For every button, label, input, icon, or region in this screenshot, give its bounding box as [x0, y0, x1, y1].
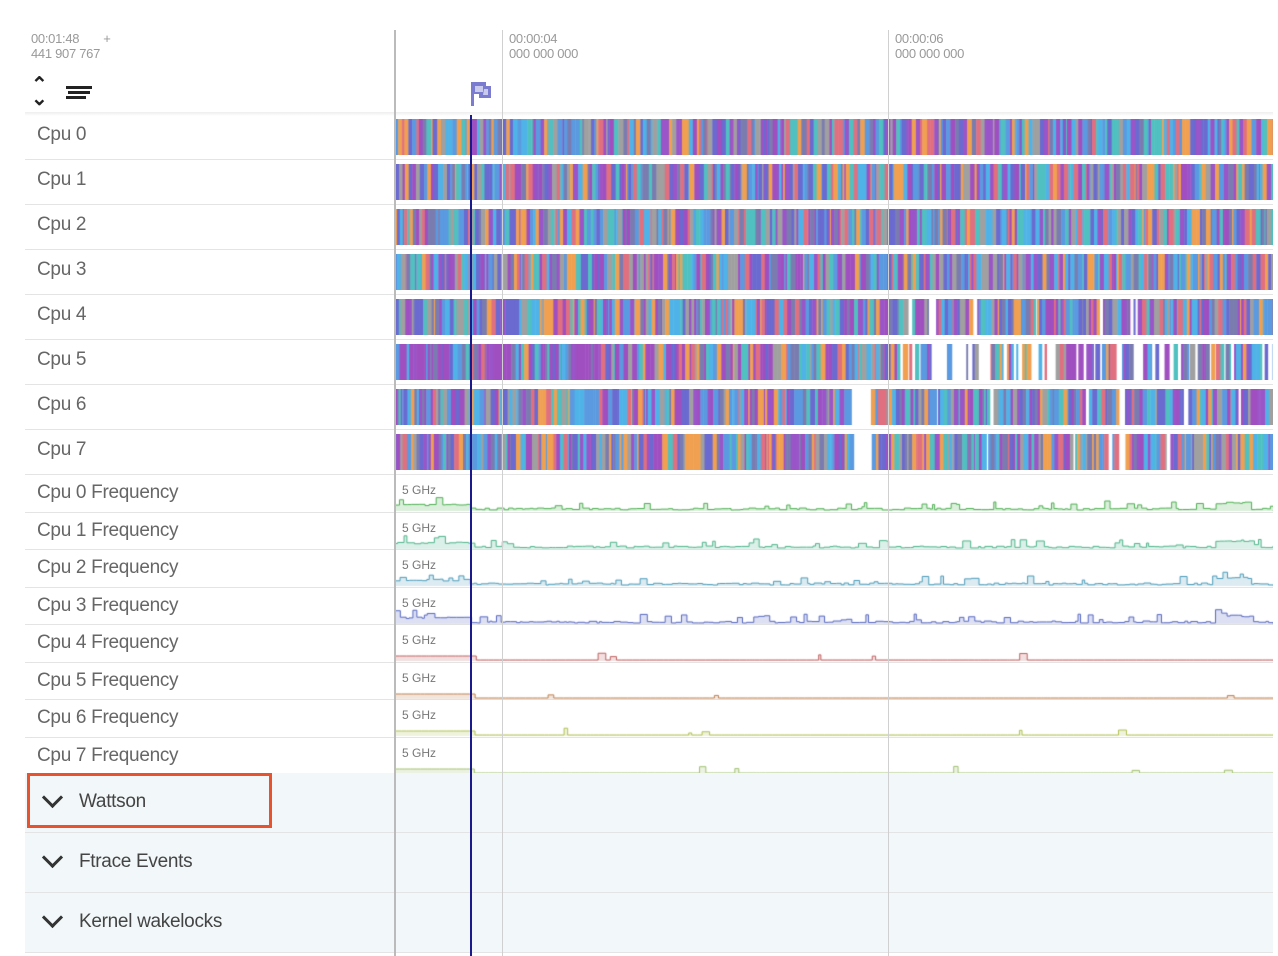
track-label: Cpu 0 Frequency — [37, 482, 179, 503]
cpu-frequency-track[interactable]: Cpu 4 Frequency5 GHz — [25, 625, 1273, 663]
unfold-icon[interactable]: ⌃ ⌄ — [31, 74, 48, 110]
track-label: Cpu 3 Frequency — [37, 594, 179, 616]
frequency-graph[interactable] — [395, 737, 1273, 775]
time-tick: 00:00:06 000 000 000 — [895, 31, 964, 61]
cpu-track[interactable]: Cpu 6 — [25, 385, 1273, 430]
cpu-track[interactable]: Cpu 4 — [25, 295, 1273, 340]
track-label: Cpu 1 Frequency — [37, 519, 179, 541]
cpu-track[interactable]: Cpu 0 — [25, 115, 1273, 160]
grid-line — [502, 30, 503, 956]
panel-divider[interactable] — [394, 30, 396, 956]
track-label: Cpu 0 — [37, 124, 87, 145]
cpu-frequency-track[interactable]: Cpu 6 Frequency5 GHz — [25, 700, 1273, 738]
cpu-track[interactable]: Cpu 2 — [25, 205, 1273, 250]
cpu-slices[interactable] — [395, 434, 1273, 470]
cpu-frequency-track[interactable]: Cpu 2 Frequency5 GHz — [25, 550, 1273, 588]
track-label: Cpu 2 Frequency — [37, 557, 179, 578]
cpu-track[interactable]: Cpu 7 — [25, 430, 1273, 475]
frequency-graph[interactable] — [395, 662, 1273, 700]
track-label: Cpu 6 — [37, 394, 87, 415]
cpu-frequency-track[interactable]: Cpu 0 Frequency5 GHz — [25, 475, 1273, 513]
frequency-graph[interactable] — [395, 625, 1273, 662]
highlight-box — [27, 773, 272, 828]
time-tick: 00:00:04 000 000 000 — [509, 31, 578, 61]
cpu-slices[interactable] — [395, 389, 1273, 425]
track-label: Cpu 7 Frequency — [37, 744, 179, 766]
frequency-graph[interactable] — [395, 475, 1273, 512]
track-label: Cpu 6 Frequency — [37, 707, 179, 728]
frequency-graph[interactable] — [395, 700, 1273, 737]
cpu-track[interactable]: Cpu 5 — [25, 340, 1273, 385]
track-label: Cpu 1 — [37, 169, 87, 190]
track-group[interactable]: Wattson — [25, 773, 1273, 833]
cpu-slices[interactable] — [395, 299, 1273, 335]
track-label: Cpu 7 — [37, 439, 87, 460]
offset-time: 00:01:48 +441 907 767 — [31, 31, 111, 61]
frequency-graph[interactable] — [395, 550, 1273, 587]
track-label: Cpu 2 — [37, 214, 87, 235]
cpu-frequency-track[interactable]: Cpu 3 Frequency5 GHz — [25, 587, 1273, 625]
lines-icon[interactable] — [66, 86, 92, 99]
cpu-slices[interactable] — [395, 209, 1273, 245]
grid-line — [888, 30, 889, 956]
cpu-frequency-track[interactable]: Cpu 1 Frequency5 GHz — [25, 512, 1273, 550]
cpu-slices[interactable] — [395, 119, 1273, 155]
cpu-track[interactable]: Cpu 1 — [25, 160, 1273, 205]
cpu-track[interactable]: Cpu 3 — [25, 250, 1273, 295]
cpu-slices[interactable] — [395, 164, 1273, 200]
track-label: Cpu 4 Frequency — [37, 632, 179, 653]
flag-icon[interactable] — [468, 80, 494, 108]
frequency-graph[interactable] — [395, 587, 1273, 625]
track-label: Cpu 3 — [37, 259, 87, 280]
track-group[interactable]: Ftrace Events — [25, 833, 1273, 893]
track-label: Cpu 4 — [37, 304, 87, 325]
track-group[interactable]: Kernel wakelocks — [25, 893, 1273, 953]
track-label: Cpu 5 Frequency — [37, 669, 179, 691]
cpu-frequency-track[interactable]: Cpu 5 Frequency5 GHz — [25, 662, 1273, 700]
frequency-graph[interactable] — [395, 512, 1273, 550]
cursor-line — [470, 115, 472, 956]
chevron-down-icon[interactable] — [41, 906, 64, 929]
cpu-slices[interactable] — [395, 254, 1273, 290]
cpu-frequency-track[interactable]: Cpu 7 Frequency5 GHz — [25, 737, 1273, 775]
chevron-down-icon[interactable] — [41, 846, 64, 869]
track-label: Cpu 5 — [37, 349, 87, 370]
cpu-slices[interactable] — [395, 344, 1273, 380]
group-label: Ftrace Events — [79, 851, 193, 872]
group-label: Kernel wakelocks — [79, 911, 223, 932]
group-label: Wattson — [79, 791, 146, 812]
